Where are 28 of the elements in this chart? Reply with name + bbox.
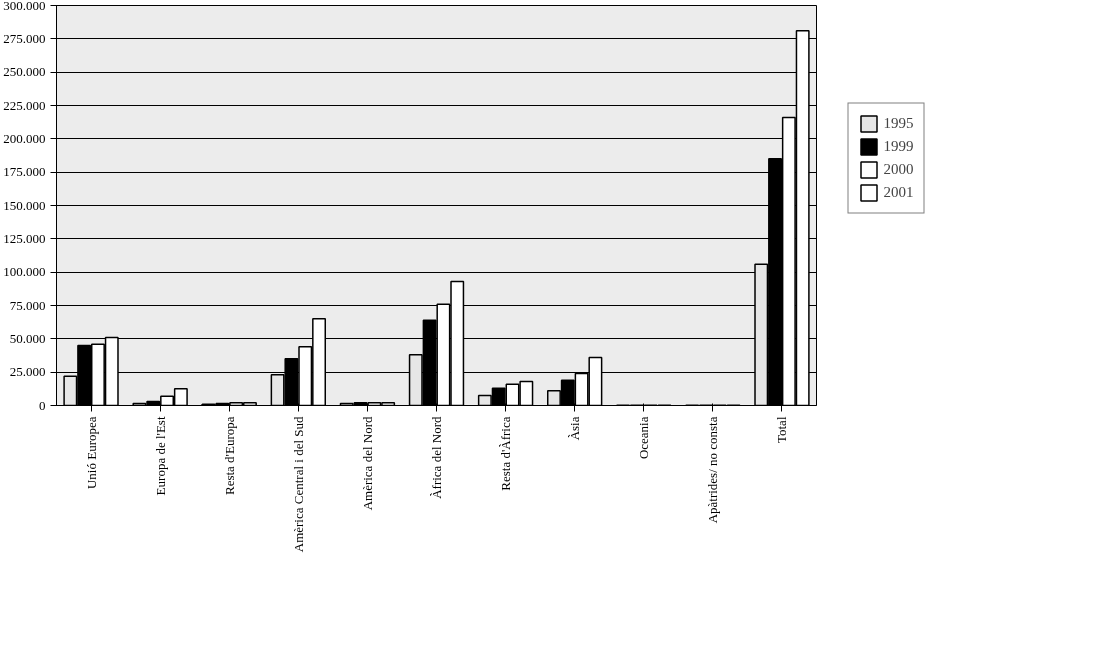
y-tick-label: 250.000: [3, 64, 46, 80]
x-tick-label: Resta d'Àfrica: [498, 416, 514, 491]
x-tick-label: Europa de l'Est: [152, 416, 168, 496]
legend-label: 1995: [883, 114, 914, 132]
y-tick-label: 75.000: [9, 297, 46, 313]
y-tick-label: 125.000: [3, 230, 46, 246]
legend-label: 1999: [883, 137, 914, 155]
y-tick-label: 175.000: [3, 164, 46, 180]
x-tick-label: Amèrica Central i del Sud: [290, 416, 306, 553]
x-tick-label: Total: [774, 416, 790, 444]
x-tick-label: Àsia: [567, 416, 583, 441]
x-tick-label: Amèrica del Nord: [359, 416, 375, 511]
x-tick-label: Oceania: [636, 416, 652, 460]
y-tick-label: 200.000: [3, 130, 46, 146]
y-tick-label: 100.000: [3, 264, 46, 280]
y-tick-label: 50.000: [9, 330, 46, 346]
y-tick-label: 0: [39, 397, 46, 413]
legend-label: 2001: [883, 183, 914, 201]
y-tick-label: 300.000: [3, 0, 46, 13]
legend-label: 2000: [883, 160, 914, 178]
y-tick-label: 150.000: [3, 197, 46, 213]
y-tick-label: 275.000: [3, 30, 46, 46]
x-tick-label: Unió Europea: [83, 416, 99, 490]
x-tick-label: Apàtrides/ no consta: [705, 416, 721, 524]
x-tick-label: Àfrica del Nord: [429, 416, 444, 499]
y-tick-label: 225.000: [3, 97, 46, 113]
x-tick-label: Resta d'Europa: [221, 416, 237, 496]
y-tick-label: 25.000: [9, 364, 46, 380]
